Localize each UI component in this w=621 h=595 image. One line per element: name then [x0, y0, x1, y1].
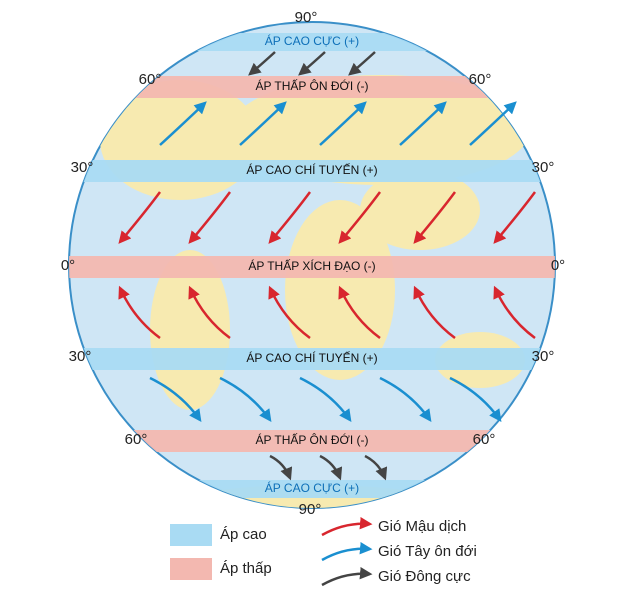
trade-wind-arrow: [188, 191, 232, 244]
westerly-arrow: [149, 376, 202, 423]
polar-easterly-arrow: [364, 454, 388, 481]
westerly-arrow: [449, 376, 502, 423]
legend-high-swatch: [170, 524, 212, 546]
latitude-label: 0°: [61, 257, 75, 274]
pressure-belt: [69, 76, 555, 98]
belt-label: ÁP THẤP ÔN ĐỚI (-): [256, 432, 369, 447]
trade-wind-arrow: [493, 191, 537, 244]
legend-label: Áp thấp: [220, 560, 272, 577]
trade-wind-arrow: [338, 285, 381, 340]
latitude-label: 60°: [139, 71, 162, 88]
belt-label: ÁP CAO CHÍ TUYẾN (+): [246, 350, 377, 365]
westerly-arrow: [239, 101, 287, 146]
trade-wind-arrow: [268, 285, 311, 340]
legend-label: Gió Mậu dịch: [378, 518, 466, 535]
polar-easterly-arrow: [348, 51, 376, 76]
pressure-belt: [69, 348, 555, 370]
latitude-label: 60°: [125, 431, 148, 448]
polar-easterly-arrow: [248, 51, 276, 76]
belt-label: ÁP CAO CHÍ TUYẾN (+): [246, 162, 377, 177]
westerly-arrow: [469, 101, 517, 146]
latitude-label: 30°: [532, 159, 555, 176]
trade-wind-arrow: [413, 285, 456, 340]
trade-wind-arrow: [118, 191, 162, 244]
westerly-arrow: [219, 376, 272, 423]
legend-low-swatch: [170, 558, 212, 580]
polar-easterly-arrow: [269, 454, 293, 481]
latitude-label: 0°: [551, 257, 565, 274]
pressure-belt: [69, 430, 555, 452]
belt-label: ÁP CAO CỰC (+): [265, 33, 359, 48]
trade-wind-arrow: [413, 191, 457, 244]
legend-label: Gió Đông cực: [378, 568, 471, 585]
trade-wind-arrow: [118, 285, 161, 340]
westerly-arrow: [399, 101, 447, 146]
latitude-label: 60°: [469, 71, 492, 88]
legend-label: Gió Tây ôn đới: [378, 543, 477, 560]
belt-label: ÁP THẤP ÔN ĐỚI (-): [256, 78, 369, 93]
latitude-label: 60°: [473, 431, 496, 448]
legend-westerly-arrow: [321, 541, 373, 562]
trade-wind-arrow: [493, 285, 536, 340]
legend-trade-arrow: [321, 516, 373, 537]
westerly-arrow: [379, 376, 432, 423]
latitude-label: 30°: [532, 348, 555, 365]
latitude-label: 90°: [295, 9, 318, 26]
pressure-belt: [69, 160, 555, 182]
belt-label: ÁP THẤP XÍCH ĐẠO (-): [248, 258, 375, 273]
legend-polar-arrow: [321, 566, 373, 587]
trade-wind-arrow: [338, 191, 382, 244]
latitude-label: 30°: [69, 348, 92, 365]
trade-wind-arrow: [188, 285, 231, 340]
westerly-arrow: [299, 376, 352, 423]
legend-label: Áp cao: [220, 526, 267, 543]
westerly-arrow: [159, 101, 207, 146]
trade-wind-arrow: [268, 191, 312, 244]
westerly-arrow: [319, 101, 367, 146]
belt-label: ÁP CAO CỰC (+): [265, 480, 359, 495]
polar-easterly-arrow: [319, 454, 343, 481]
polar-easterly-arrow: [298, 51, 326, 76]
latitude-label: 30°: [71, 159, 94, 176]
latitude-label: 90°: [299, 501, 322, 518]
pressure-belt: [69, 256, 555, 278]
